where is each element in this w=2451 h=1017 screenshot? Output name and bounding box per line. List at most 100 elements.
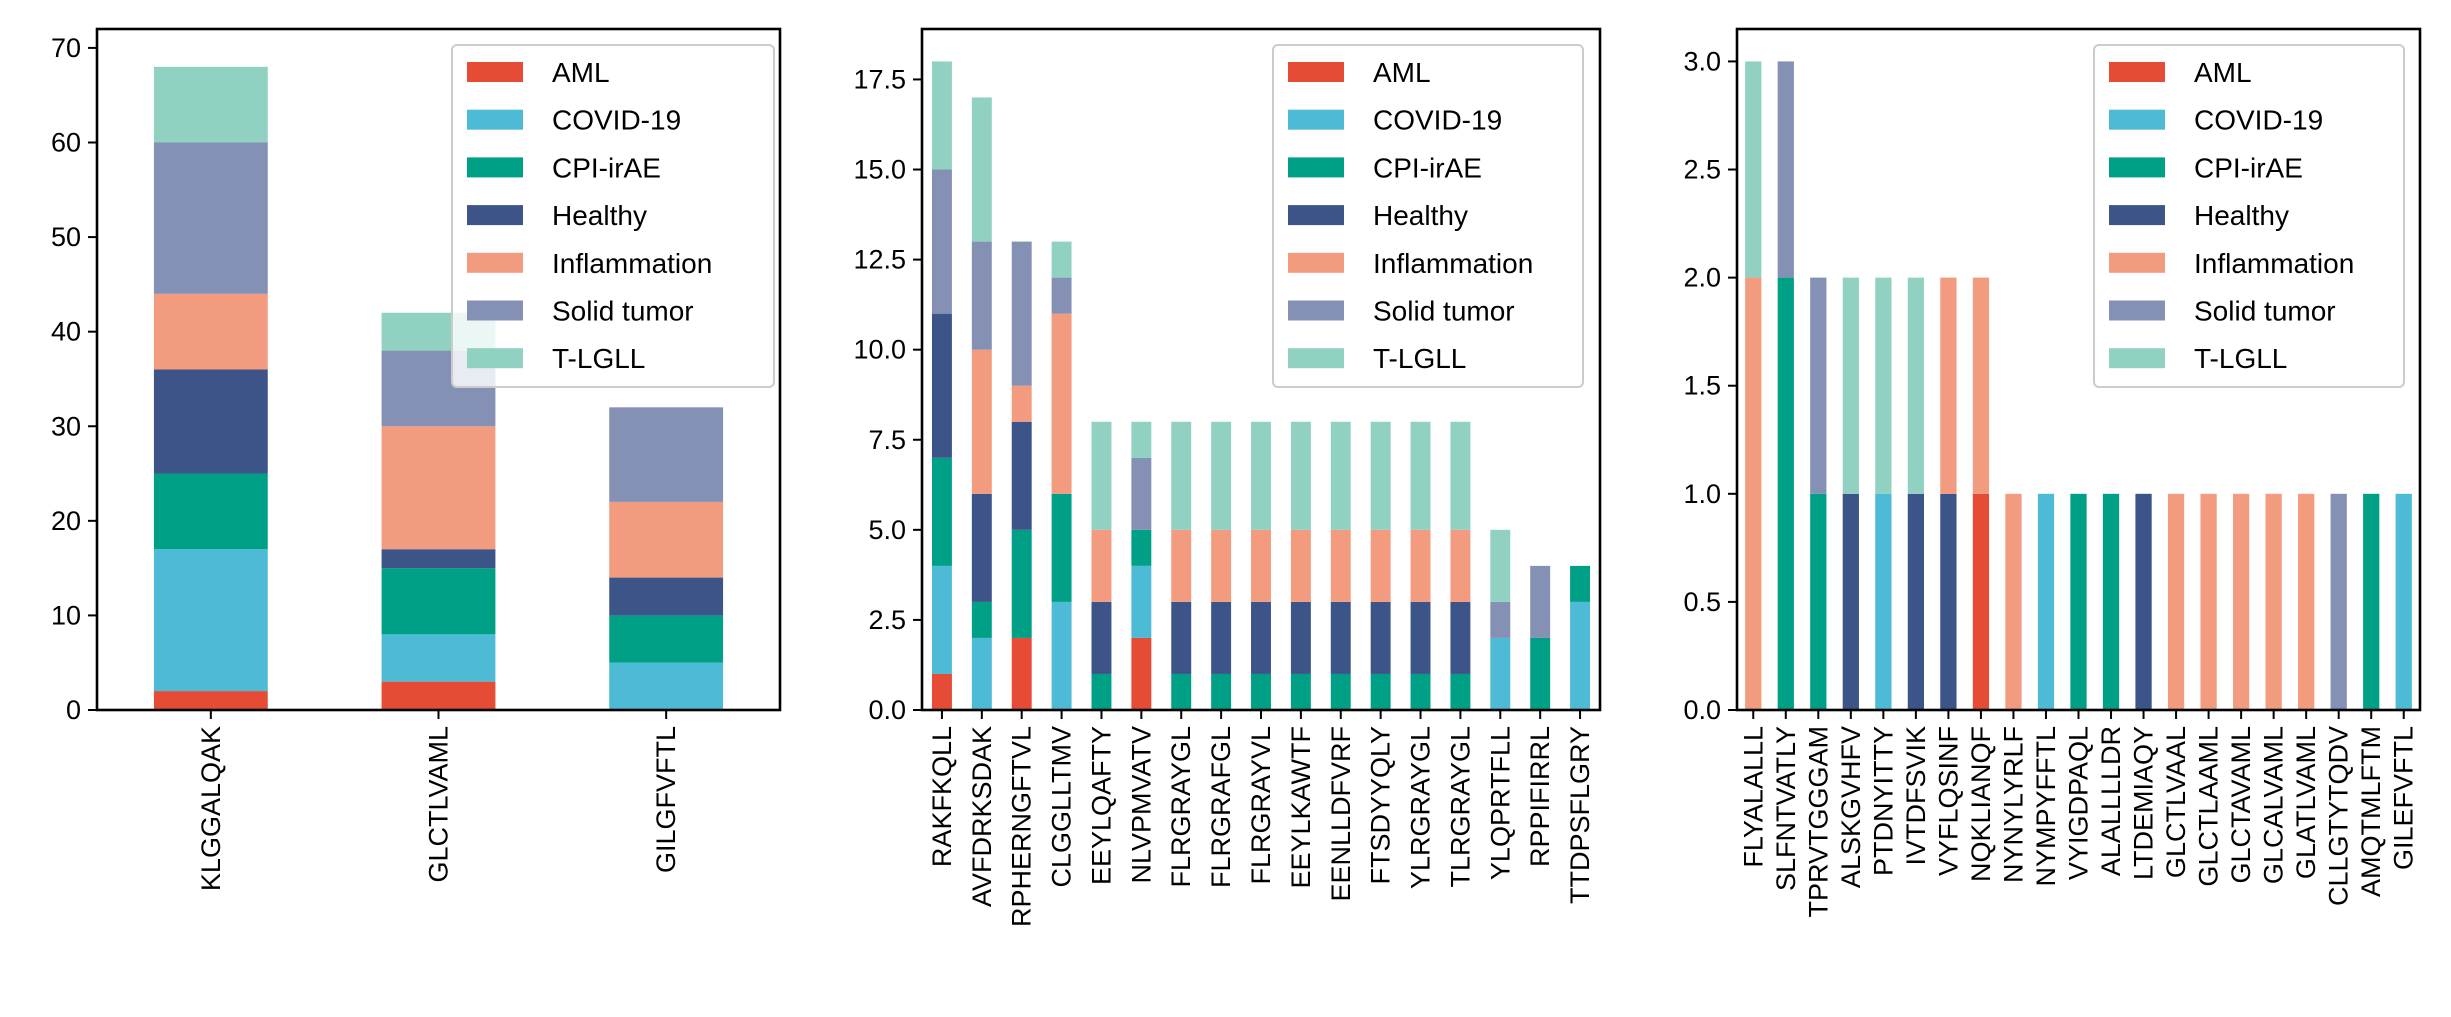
- bar-segment: [2232, 493, 2250, 710]
- y-tick-label: 12.5: [853, 245, 906, 275]
- bar-segment: [381, 549, 496, 569]
- bar-segment: [1330, 529, 1351, 602]
- legend-box: [1272, 44, 1584, 388]
- y-tick-label: 10: [51, 600, 81, 630]
- y-tick-label: 5.0: [868, 515, 906, 545]
- x-tick-label: GILGFVFTL: [651, 726, 681, 873]
- bar-segment: [2135, 493, 2152, 710]
- legend-label: COVID-19: [552, 105, 681, 136]
- bar-segment: [1490, 601, 1511, 638]
- bar-segment: [1842, 277, 1859, 494]
- bar-segment: [1777, 61, 1794, 278]
- bar-segment: [2330, 493, 2347, 710]
- bar-segment: [1370, 601, 1391, 674]
- bar-segment: [1051, 277, 1072, 314]
- x-tick-label: FLRGRAFGL: [1206, 726, 1236, 888]
- bar-segment: [971, 241, 992, 350]
- bar-segment: [1011, 385, 1032, 422]
- bar-segment: [1171, 601, 1192, 674]
- y-tick-label: 50: [51, 222, 81, 252]
- bar-segment: [153, 549, 268, 692]
- legend-swatch: [467, 300, 523, 321]
- legend-swatch: [1288, 157, 1344, 178]
- y-tick-label: 2.5: [868, 605, 906, 635]
- x-tick-label: TLRGRAYGL: [1445, 726, 1475, 888]
- legend-swatch: [2109, 300, 2165, 321]
- bar-segment: [931, 169, 952, 314]
- x-tick-label: RPHERNGFTVL: [1007, 726, 1037, 927]
- bar-segment: [1777, 277, 1794, 710]
- legend-box: [2093, 44, 2405, 388]
- legend-label: AML: [552, 57, 610, 88]
- y-tick-label: 0.0: [1683, 695, 1721, 725]
- y-axis: 0.0 0.5 1.0 1.5 2.0 2.5 3.0: [1683, 46, 1737, 725]
- legend-label: Inflammation: [552, 248, 712, 279]
- bar-segment: [1745, 61, 1762, 278]
- x-tick-label: FTSDYYQLY: [1366, 726, 1396, 885]
- y-tick-label: 70: [51, 33, 81, 63]
- bar-segment: [1907, 493, 1925, 710]
- y-tick-label: 40: [51, 317, 81, 347]
- y-axis: 0.0 2.5 5.0 7.5 10.0 12.5 15.0 17.5: [853, 64, 922, 725]
- bar-segment: [2200, 493, 2217, 710]
- bar-segment: [1290, 529, 1311, 602]
- legend-swatch: [1288, 109, 1344, 130]
- bar-segment: [1011, 529, 1032, 638]
- bar-segment: [153, 473, 268, 550]
- x-tick-label: CLLGTYTQDV: [2324, 726, 2354, 906]
- legend-label: COVID-19: [2194, 105, 2323, 136]
- x-tick-label: EENLLDFVRF: [1326, 726, 1356, 902]
- x-tick-label: RAKFKQLL: [927, 726, 957, 867]
- bar-segment: [1842, 493, 1859, 710]
- y-tick-label: 1.0: [1683, 479, 1721, 509]
- bar-segment: [971, 601, 992, 638]
- x-tick-label: YLQPRTFLL: [1485, 726, 1515, 880]
- x-tick-label: LTDEMIAQY: [2129, 726, 2159, 880]
- bar-segment: [931, 313, 952, 458]
- x-tick-label: VYFLQSINF: [1933, 726, 1963, 876]
- bar-segment: [1051, 601, 1072, 710]
- bar-segment: [1972, 493, 1990, 710]
- bar-segment: [2167, 493, 2185, 710]
- x-tick-label: SLFNTVATLY: [1771, 726, 1801, 891]
- bar-segment: [609, 615, 724, 663]
- bar-segment: [971, 637, 992, 710]
- legend-label: COVID-19: [1373, 105, 1502, 136]
- x-tick-label: GLCTLVAAL: [2161, 726, 2191, 878]
- x-tick-label: TPRVTGGGAM: [1803, 726, 1833, 918]
- legend: AML COVID-19 CPI-irAE Healthy Inflammation So…: [1272, 44, 1584, 388]
- bar-segment: [1810, 493, 1827, 710]
- bar-segment: [2005, 493, 2022, 710]
- bar-segment: [1251, 529, 1271, 602]
- x-tick-label: GILEFVFTL: [2389, 726, 2419, 870]
- legend-swatch: [1288, 205, 1344, 226]
- bar-segment: [931, 61, 952, 170]
- bar-segment: [1131, 457, 1152, 530]
- legend-swatch: [1288, 300, 1344, 321]
- x-tick-label: NLVPMVATV: [1126, 726, 1156, 884]
- bar-segment: [1211, 601, 1232, 674]
- legend-box: [451, 44, 775, 388]
- bar-segment: [381, 568, 496, 635]
- bar-segment: [1131, 637, 1152, 710]
- bar-segment: [1251, 421, 1271, 530]
- bar-segment: [1450, 421, 1471, 530]
- bar-segment: [1907, 277, 1925, 494]
- bar-segment: [1251, 673, 1271, 710]
- x-tick-label: FLYALALLL: [1738, 726, 1768, 868]
- legend-swatch: [2109, 205, 2165, 226]
- bar-segment: [1940, 277, 1957, 494]
- x-tick-label: KLGGALQAK: [196, 726, 226, 891]
- bar-segment: [1251, 601, 1271, 674]
- x-tick-label: GLATLVAML: [2291, 726, 2321, 879]
- bar-segment: [1450, 673, 1471, 710]
- y-tick-label: 60: [51, 128, 81, 158]
- x-tick-label: NYNYLYRLF: [1998, 726, 2028, 883]
- bar-segment: [1211, 673, 1232, 710]
- bar-segment: [1410, 601, 1431, 674]
- bar-segment: [971, 493, 992, 602]
- bar-segment: [1330, 601, 1351, 674]
- bar-segment: [1330, 673, 1351, 710]
- bar-segment: [1490, 637, 1511, 710]
- bar-segment: [609, 501, 724, 578]
